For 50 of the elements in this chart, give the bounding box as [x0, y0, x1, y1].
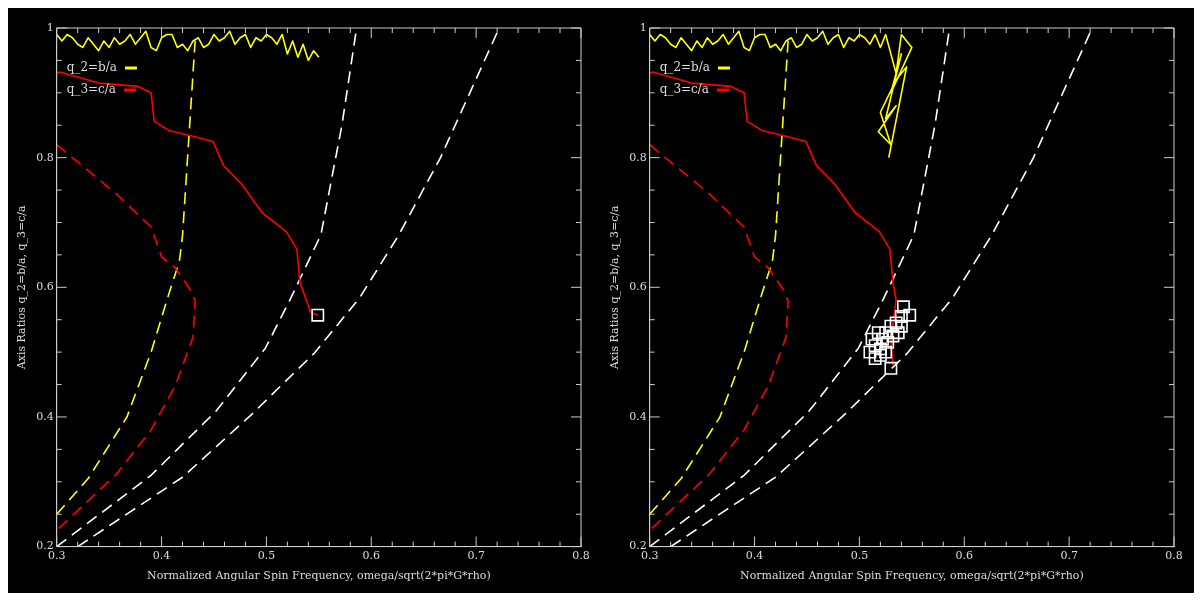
x-tick-label: 0.5 [257, 549, 276, 563]
point [873, 342, 887, 356]
y-axis-title: Axis Ratios q_2=b/a, q_3=c/a [608, 204, 622, 371]
point [886, 329, 900, 343]
point [884, 319, 898, 333]
x-tick-label: 0.5 [850, 549, 869, 563]
y-tick-label: 0.6 [36, 280, 54, 294]
point [879, 326, 893, 340]
x-tick-label: 0.6 [362, 549, 381, 563]
point [889, 316, 903, 330]
x-tick-label: 0.7 [1060, 549, 1078, 563]
point [868, 352, 882, 366]
legend-label: q_2=b/a [66, 60, 117, 75]
point [884, 361, 898, 375]
point [879, 345, 893, 359]
x-tick-label: 0.4 [152, 549, 171, 563]
y-tick-label: 0.4 [629, 409, 647, 423]
point [897, 300, 910, 314]
point [903, 308, 917, 322]
point [873, 348, 887, 362]
x-tick-label: 0.3 [47, 549, 66, 563]
y-tick-label: 0.8 [629, 150, 647, 164]
point [891, 326, 905, 340]
x-tick-label: 0.3 [640, 549, 659, 563]
x-tick-label: 0.6 [955, 549, 974, 563]
point [876, 332, 889, 346]
line-series [56, 143, 196, 532]
legend-label: q_3=c/a [659, 82, 709, 97]
x-tick-label: 0.4 [745, 549, 764, 563]
y-tick-label: 0.4 [36, 409, 54, 423]
point [894, 310, 908, 323]
point [881, 335, 895, 349]
y-tick-label: 1 [46, 20, 54, 34]
x-axis-title: Normalized Angular Spin Frequency, omega/sqrt(2*pi*G*rho) [147, 569, 491, 583]
legend-label: q_2=b/a [659, 60, 710, 75]
x-tick-label: 0.7 [467, 549, 485, 563]
y-tick-label: 0.8 [36, 150, 54, 164]
x-axis-title: Normalized Angular Spin Frequency, omega/sqrt(2*pi*G*rho) [740, 569, 1084, 583]
x-tick-label: 0.8 [1165, 549, 1183, 563]
legend-label: q_3=c/a [66, 82, 116, 97]
point [871, 326, 885, 340]
x-tick-label: 0.8 [572, 549, 590, 563]
y-axis-title: Axis Ratios q_2=b/a, q_3=c/a [15, 204, 29, 371]
point [863, 345, 877, 359]
line-series [649, 143, 789, 532]
y-tick-label: 0.6 [629, 280, 647, 294]
point [868, 339, 882, 353]
y-tick-label: 1 [639, 20, 647, 34]
point [894, 319, 908, 333]
point [865, 332, 879, 346]
